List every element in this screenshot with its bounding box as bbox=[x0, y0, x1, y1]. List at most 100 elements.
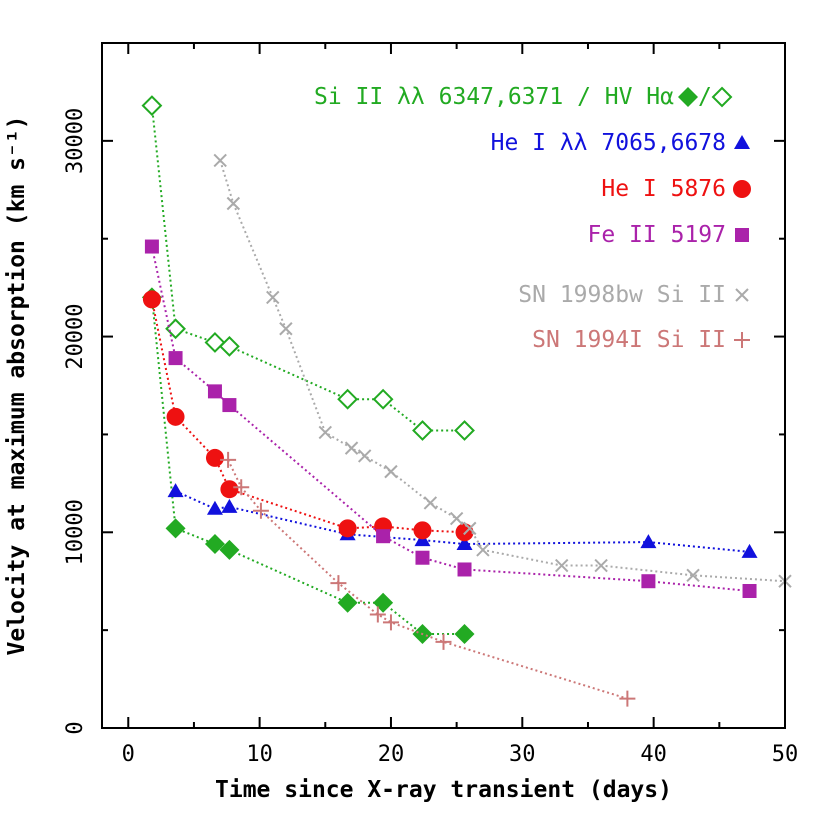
series-0-point bbox=[454, 624, 475, 645]
y-tick-label: 30000 bbox=[63, 108, 88, 174]
series-4-point bbox=[376, 529, 391, 544]
series-0-point bbox=[373, 592, 394, 613]
legend-item: He I λλ 7065,6678 bbox=[491, 130, 750, 156]
series-6-line bbox=[227, 459, 628, 700]
series-6-point bbox=[619, 690, 636, 707]
series-5-point bbox=[357, 449, 372, 463]
series-2-point bbox=[640, 534, 657, 549]
legend-label: Si II λλ 6347,6371 / HV Hα bbox=[314, 84, 674, 110]
series-4-point bbox=[144, 239, 159, 254]
legend-marker bbox=[735, 228, 749, 242]
legend-marker bbox=[711, 86, 733, 108]
series-3-point bbox=[142, 290, 161, 309]
series-3-point bbox=[413, 521, 432, 540]
legend-marker bbox=[734, 332, 750, 348]
legend-label: Fe II 5197 bbox=[588, 222, 726, 248]
series-0-point bbox=[219, 539, 240, 560]
series-4-point bbox=[641, 574, 656, 589]
series-0-point bbox=[165, 518, 186, 539]
series-layer bbox=[141, 95, 792, 707]
series-2-point bbox=[741, 543, 758, 558]
series-5-point bbox=[213, 153, 227, 168]
series-1-point bbox=[337, 388, 359, 410]
x-tick-label: 30 bbox=[509, 742, 536, 767]
series-3-point bbox=[338, 519, 357, 538]
series-5-point bbox=[384, 464, 398, 479]
series-4-point bbox=[457, 562, 472, 577]
y-axis-title: Velocity at maximum absorption (km s⁻¹) bbox=[4, 115, 30, 655]
legend-item: SN 1994I Si II bbox=[532, 327, 750, 353]
y-tick-label: 0 bbox=[63, 721, 88, 734]
series-3-line bbox=[150, 299, 465, 534]
x-tick-label: 10 bbox=[246, 742, 273, 767]
legend-marker bbox=[733, 180, 751, 198]
series-6-point bbox=[233, 479, 250, 496]
series-6-point bbox=[220, 451, 237, 468]
series-5-point bbox=[226, 196, 241, 211]
series-5-point bbox=[449, 511, 464, 526]
series-2-point bbox=[221, 498, 238, 513]
series-1-point bbox=[218, 335, 240, 357]
series-4-point bbox=[415, 550, 430, 565]
x-tick-label: 40 bbox=[640, 742, 667, 767]
legend-item: Si II λλ 6347,6371 / HV Hα / bbox=[314, 84, 733, 110]
series-2-point bbox=[206, 500, 223, 515]
series-1-point bbox=[372, 388, 394, 410]
plot-frame bbox=[101, 42, 786, 729]
legend-separator: / bbox=[698, 84, 712, 110]
series-4-point bbox=[168, 351, 183, 366]
series-0-point bbox=[337, 592, 358, 613]
x-axis-title: Time since X-ray transient (days) bbox=[215, 777, 672, 803]
series-3-point bbox=[166, 407, 185, 426]
series-3-point bbox=[205, 448, 224, 467]
series-4-point bbox=[222, 398, 237, 413]
legend-marker bbox=[735, 288, 749, 302]
x-tick-label: 50 bbox=[772, 742, 799, 767]
legend-label: SN 1994I Si II bbox=[532, 327, 726, 353]
legend-label: SN 1998bw Si II bbox=[518, 282, 726, 308]
series-0-point bbox=[204, 534, 225, 555]
series-6-point bbox=[330, 575, 347, 592]
series-5-point bbox=[266, 290, 280, 305]
series-6-point bbox=[252, 502, 269, 519]
series-5-line bbox=[219, 160, 786, 583]
series-5-point bbox=[555, 558, 569, 573]
series-5-point bbox=[318, 425, 332, 440]
series-0-line bbox=[150, 297, 465, 636]
series-6-point bbox=[435, 633, 452, 650]
legend-marker bbox=[678, 87, 698, 107]
legend-item: Fe II 5197 bbox=[588, 222, 749, 248]
legend-marker bbox=[734, 135, 750, 149]
series-6-point bbox=[369, 606, 386, 623]
series-4-point bbox=[742, 584, 757, 598]
x-tick-label: 20 bbox=[378, 742, 405, 767]
series-5-point bbox=[476, 543, 490, 557]
series-1-line bbox=[150, 105, 465, 432]
series-1-point bbox=[412, 420, 433, 441]
ticks-layer: 0 10 20 30 40 50 0 10000 20000 30000 bbox=[63, 43, 798, 767]
series-1-point bbox=[204, 332, 226, 353]
y-tick-label: 20000 bbox=[63, 303, 88, 369]
x-tick-label: 0 bbox=[122, 742, 135, 767]
series-5-point bbox=[594, 558, 608, 573]
series-5-point bbox=[686, 568, 700, 583]
legend: Si II λλ 6347,6371 / HV Hα / He I λλ 7065,… bbox=[314, 84, 751, 353]
series-1-point bbox=[141, 95, 163, 117]
series-4-point bbox=[207, 384, 222, 399]
legend-item: He I 5876 bbox=[601, 176, 751, 202]
series-5-point bbox=[279, 322, 293, 336]
series-5-point bbox=[423, 496, 438, 510]
legend-label: He I 5876 bbox=[601, 176, 726, 202]
series-5-point bbox=[344, 441, 359, 455]
series-5-point bbox=[463, 521, 477, 536]
legend-label: He I λλ 7065,6678 bbox=[491, 130, 726, 156]
series-6-point bbox=[382, 614, 399, 631]
series-1-point bbox=[165, 318, 186, 340]
series-3-point bbox=[220, 480, 239, 499]
legend-item: SN 1998bw Si II bbox=[518, 282, 749, 308]
series-2-point bbox=[167, 483, 184, 498]
series-4-line bbox=[150, 246, 750, 592]
series-2-point bbox=[456, 536, 473, 551]
y-tick-label: 10000 bbox=[63, 499, 88, 565]
